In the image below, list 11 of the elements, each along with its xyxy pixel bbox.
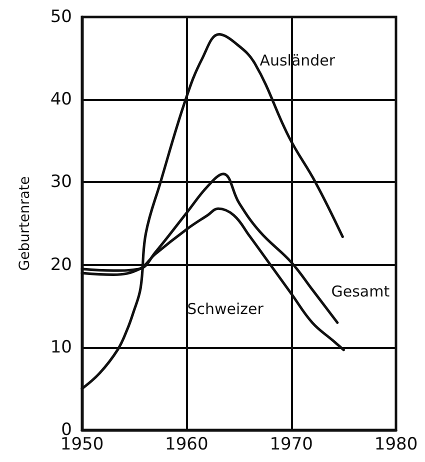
series-label: Schweizer <box>187 300 264 318</box>
x-tick-label: 1960 <box>165 434 208 454</box>
y-tick-label: 10 <box>50 337 72 358</box>
y-tick-label: 20 <box>50 254 72 275</box>
y-tick-label: 50 <box>50 7 72 27</box>
y-tick-label: 30 <box>50 172 72 192</box>
series-label: Gesamt <box>331 282 390 301</box>
x-tick-label: 1970 <box>270 434 313 454</box>
x-tick-label: 1980 <box>374 434 418 454</box>
y-tick-label: 40 <box>50 90 72 110</box>
y-axis-title: Geburtenrate <box>17 176 33 271</box>
